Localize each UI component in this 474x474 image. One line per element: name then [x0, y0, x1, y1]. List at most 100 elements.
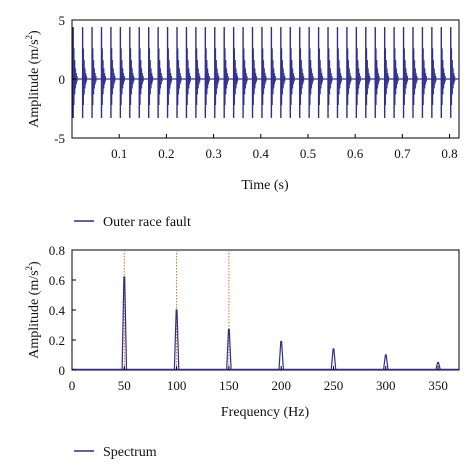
- spectrum-peak: [121, 276, 128, 370]
- impulse: [195, 27, 201, 118]
- impulse: [232, 27, 239, 118]
- y-tick: 0: [59, 363, 76, 378]
- x-tick: 200: [271, 366, 291, 393]
- impulse: [421, 27, 427, 118]
- x-tick: 350: [428, 366, 448, 393]
- impulse: [91, 27, 97, 118]
- x-tick: 0.7: [394, 134, 411, 161]
- frequency-domain-panel: 0 50 100 150 200 250 300 350 0 0.2 0.4 0.6 0.8 Freq…: [24, 243, 460, 460]
- impulse: [431, 27, 437, 118]
- time-domain-panel: 0.1 0.2 0.3 0.4 0.5 0.6 0.7 0.8 -5 0 5 Time (s) A…: [24, 13, 460, 230]
- impulse: [138, 27, 144, 118]
- impulse: [299, 27, 305, 118]
- impulse: [374, 27, 380, 118]
- impulse: [242, 27, 248, 118]
- x-tick-label: 350: [428, 378, 448, 393]
- spectrum-peak: [226, 328, 232, 370]
- x-tick-label: 250: [324, 378, 344, 393]
- freq-legend-label: Spectrum: [103, 445, 157, 460]
- impulse: [336, 27, 342, 118]
- x-tick-label: 0.1: [111, 146, 127, 161]
- y-tick: 0.8: [49, 243, 76, 258]
- y-tick-label: 0.6: [49, 273, 66, 288]
- impulse: [440, 27, 446, 118]
- impulse: [412, 27, 418, 118]
- x-tick: 0.1: [111, 134, 127, 161]
- impulse: [72, 27, 78, 118]
- x-tick-label: 0.3: [205, 146, 221, 161]
- impulse: [365, 27, 371, 118]
- x-tick: 0.8: [441, 134, 458, 161]
- time-legend-label: Outer race fault: [103, 215, 191, 230]
- x-tick-label: 0: [69, 378, 76, 393]
- spectrum-peak: [382, 354, 389, 370]
- x-tick-label: 200: [271, 378, 291, 393]
- x-tick: 150: [219, 366, 239, 393]
- x-tick-label: 0.6: [347, 146, 364, 161]
- y-tick-label: 0.4: [49, 303, 66, 318]
- time-x-ticks: 0.1 0.2 0.3 0.4 0.5 0.6 0.7 0.8: [111, 134, 458, 161]
- x-tick-label: 0.4: [253, 146, 270, 161]
- freq-y-ticks: 0 0.2 0.4 0.6 0.8: [49, 243, 76, 378]
- spectrum-peak: [435, 361, 441, 370]
- freq-legend: Spectrum: [74, 445, 157, 460]
- x-tick-label: 150: [219, 378, 239, 393]
- impulse: [308, 27, 314, 118]
- impulse: [327, 27, 333, 118]
- impulse: [402, 27, 409, 118]
- impulse: [383, 27, 390, 118]
- impulse: [129, 27, 135, 118]
- x-tick: 0.5: [300, 134, 316, 161]
- x-tick: 0.3: [205, 134, 222, 161]
- impulse: [251, 27, 257, 118]
- impulse: [270, 27, 276, 118]
- y-tick: 0.4: [49, 303, 76, 318]
- impulse: [147, 27, 154, 118]
- impulse: [355, 27, 361, 118]
- impulse: [166, 27, 173, 118]
- x-tick: 0.2: [158, 134, 175, 161]
- y-tick-label: 0: [59, 72, 66, 87]
- impulse: [289, 27, 295, 118]
- x-tick: 0.4: [253, 134, 270, 161]
- impulse: [450, 27, 456, 118]
- x-tick-label: 0.7: [394, 146, 411, 161]
- x-tick-label: 50: [118, 378, 131, 393]
- y-tick-label: 0.8: [49, 243, 65, 258]
- x-tick: 50: [118, 366, 131, 393]
- impulse: [176, 27, 182, 118]
- x-tick-label: 300: [376, 378, 396, 393]
- impulse: [100, 27, 106, 118]
- y-tick: 5: [59, 13, 76, 28]
- x-tick: 0.6: [347, 134, 364, 161]
- y-tick-label: 0: [59, 363, 66, 378]
- impulse: [261, 27, 267, 118]
- time-y-ticks: -5 0 5: [54, 13, 76, 146]
- x-tick: 100: [167, 366, 186, 393]
- time-legend: Outer race fault: [74, 215, 191, 230]
- y-tick-label: 5: [59, 13, 66, 28]
- y-tick-label: 0.2: [49, 333, 65, 348]
- y-tick: -5: [54, 131, 76, 146]
- x-tick: 300: [376, 366, 396, 393]
- spectrum-series: [72, 276, 459, 370]
- y-tick: 0: [59, 72, 76, 87]
- x-tick-label: 0.2: [158, 146, 174, 161]
- impulse: [119, 27, 125, 118]
- spectrum-peak: [330, 348, 337, 370]
- x-tick: 250: [324, 366, 344, 393]
- impulse: [223, 27, 229, 118]
- x-tick: 0: [69, 366, 76, 393]
- spectrum-peak: [278, 340, 284, 370]
- spectrum-plot-frame: [71, 249, 460, 371]
- y-tick: 0.2: [49, 333, 76, 348]
- freq-y-axis-label: Amplitude (m/s2): [24, 261, 42, 359]
- impulse: [214, 27, 220, 118]
- impulse: [346, 27, 352, 118]
- impulse: [185, 27, 191, 118]
- impulse: [157, 27, 163, 118]
- y-tick-label: -5: [54, 131, 65, 146]
- impulse: [204, 27, 210, 118]
- x-tick-label: 0.5: [300, 146, 316, 161]
